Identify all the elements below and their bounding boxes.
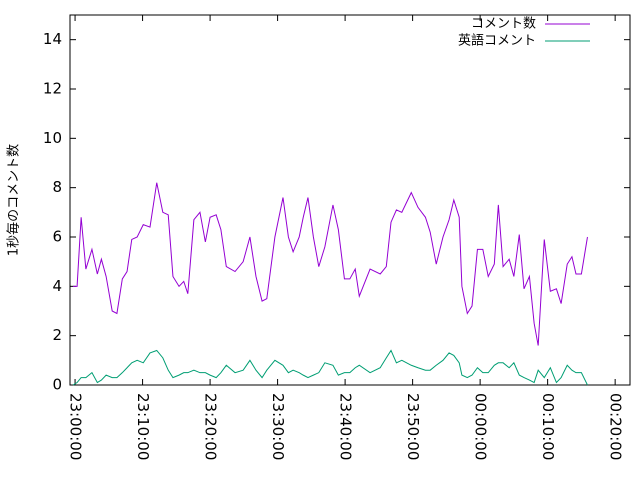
series-line	[72, 349, 588, 386]
legend-label: 英語コメント	[458, 33, 536, 49]
y-tick-label: 10	[43, 129, 62, 147]
x-tick-label: 23:40:00	[337, 393, 355, 460]
x-tick-label: 00:00:00	[472, 393, 490, 460]
plot-border	[69, 14, 631, 386]
x-tick-label: 00:20:00	[607, 393, 625, 460]
x-tick-label: 23:50:00	[404, 393, 422, 460]
y-tick-label: 8	[52, 178, 62, 196]
y-axis-label: 1秒毎のコメント数	[6, 144, 22, 256]
y-tick-label: 14	[43, 30, 62, 48]
y-tick-label: 12	[43, 80, 62, 98]
y-tick-label: 2	[52, 326, 62, 344]
x-tick-label: 00:10:00	[539, 393, 557, 460]
y-tick-label: 6	[52, 228, 62, 246]
y-tick-label: 4	[52, 277, 62, 295]
x-tick-label: 23:30:00	[269, 393, 287, 460]
series-line	[73, 182, 588, 346]
x-tick-label: 23:10:00	[134, 393, 152, 460]
legend-label: コメント数	[471, 17, 536, 32]
y-tick-label: 0	[52, 376, 62, 394]
x-tick-label: 23:00:00	[67, 393, 85, 460]
x-tick-label: 23:20:00	[202, 393, 220, 460]
